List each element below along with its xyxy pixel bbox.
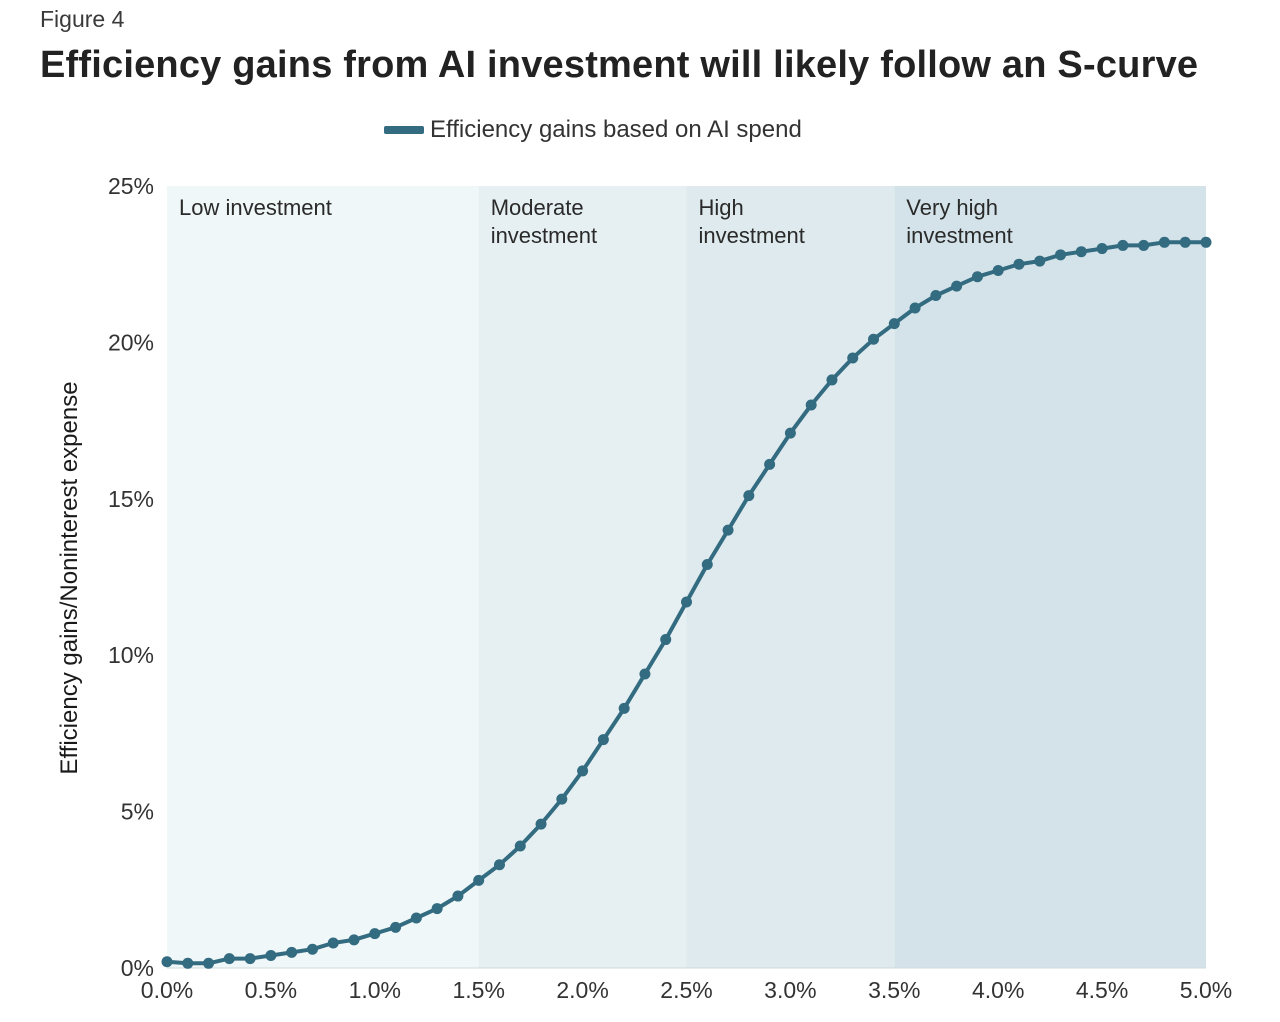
data-point	[493, 859, 505, 871]
region-label-line: investment	[699, 223, 805, 248]
data-point	[306, 943, 318, 955]
data-point	[743, 490, 755, 502]
data-point	[286, 946, 298, 958]
y-tick-label: 20%	[108, 329, 154, 355]
data-point	[1158, 236, 1170, 248]
data-point	[431, 903, 443, 915]
data-point	[888, 318, 900, 330]
x-tick-label: 4.0%	[972, 977, 1024, 1003]
data-point	[639, 668, 651, 680]
x-tick-label: 3.0%	[764, 977, 816, 1003]
data-point	[244, 953, 256, 965]
y-tick-label: 0%	[121, 955, 154, 981]
data-point	[1117, 239, 1129, 251]
data-point	[369, 928, 381, 940]
data-point	[452, 890, 464, 902]
legend-swatch	[384, 126, 424, 134]
data-point	[992, 264, 1004, 276]
data-point	[826, 374, 838, 386]
data-point	[161, 956, 173, 968]
region-label-0: Low investment	[179, 195, 332, 220]
legend-entry: Efficiency gains based on AI spend	[430, 116, 802, 143]
data-point	[930, 289, 942, 301]
region-label-3: Very high investment	[906, 195, 1012, 248]
data-point	[784, 427, 796, 439]
data-point	[265, 949, 277, 961]
region-band-2	[686, 186, 895, 968]
data-point	[847, 352, 859, 364]
data-point	[1075, 246, 1087, 258]
y-tick-label: 5%	[121, 799, 154, 825]
x-tick-label: 2.0%	[556, 977, 608, 1003]
y-axis: 0% 5% 10% 15% 20% 25%	[108, 173, 154, 981]
x-tick-label: 5.0%	[1180, 977, 1232, 1003]
x-axis: 0.0% 0.5% 1.0% 1.5% 2.0% 2.5% 3.0% 3.5% 4.0% 4.5%…	[141, 967, 1232, 1003]
data-point	[535, 818, 547, 830]
y-axis-title: Efficiency gains/Noninterest expense	[56, 381, 83, 774]
region-label-line: Very high	[906, 195, 998, 220]
region-label-line: Low investment	[179, 195, 332, 220]
data-point	[681, 596, 692, 608]
legend: Efficiency gains based on AI spend	[384, 116, 802, 144]
data-point	[1096, 243, 1108, 255]
region-label-line: investment	[906, 223, 1012, 248]
data-point	[805, 399, 817, 411]
data-point	[1034, 255, 1046, 267]
data-point	[348, 934, 360, 946]
data-point	[182, 957, 194, 969]
data-point	[577, 765, 589, 777]
data-point	[597, 734, 609, 746]
x-tick-label: 1.5%	[452, 977, 504, 1003]
data-point	[660, 634, 672, 646]
data-point	[327, 937, 339, 949]
x-tick-label: 1.0%	[349, 977, 401, 1003]
data-point	[556, 793, 568, 805]
region-band-0	[167, 186, 479, 968]
data-point	[951, 280, 963, 292]
figure-label: Figure 4	[40, 6, 125, 32]
region-label-line: Moderate	[491, 195, 584, 220]
data-point	[909, 302, 921, 314]
data-point	[1200, 236, 1212, 248]
data-point	[1179, 236, 1191, 248]
data-point	[203, 957, 215, 969]
data-point	[514, 840, 526, 852]
region-label-1: Moderate investment	[491, 195, 597, 248]
data-point	[722, 524, 734, 536]
data-point	[701, 558, 713, 570]
investment-regions	[167, 186, 1206, 968]
y-tick-label: 25%	[108, 173, 154, 199]
region-band-1	[478, 186, 687, 968]
region-label-2: High investment	[699, 195, 805, 248]
region-label-line: High	[699, 195, 744, 220]
data-point	[1138, 239, 1150, 251]
data-point	[764, 458, 776, 470]
data-point	[971, 271, 983, 283]
region-band-3	[894, 186, 1206, 968]
x-tick-label: 3.5%	[868, 977, 920, 1003]
y-tick-label: 10%	[108, 642, 154, 668]
y-tick-label: 15%	[108, 486, 154, 512]
x-tick-label: 0.5%	[245, 977, 297, 1003]
x-tick-label: 4.5%	[1076, 977, 1128, 1003]
series-efficiency-gains	[161, 236, 1212, 969]
data-point	[473, 874, 485, 886]
chart-title: Efficiency gains from AI investment will…	[40, 44, 1199, 86]
data-point	[618, 702, 630, 714]
region-label-line: investment	[491, 223, 597, 248]
data-point	[390, 921, 402, 933]
x-tick-label: 2.5%	[660, 977, 712, 1003]
data-point	[223, 953, 235, 965]
data-point	[1055, 249, 1067, 261]
x-tick-label: 0.0%	[141, 977, 193, 1003]
region-labels: Low investment Moderate investment High inve…	[179, 195, 1013, 248]
data-point	[410, 912, 422, 924]
data-point	[1013, 258, 1025, 270]
data-point	[868, 333, 880, 345]
